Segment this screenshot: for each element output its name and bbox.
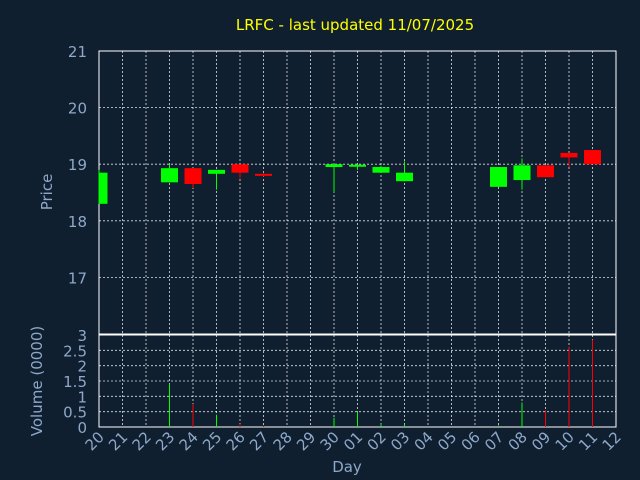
price-tick-label: 20 [68,100,87,118]
volume-tick-label: 0.5 [63,404,87,422]
candle [208,169,225,190]
x-tick-label: 11 [575,428,601,454]
price-tick-label: 17 [68,269,87,287]
x-tick-label: 12 [599,428,625,454]
candle [231,164,249,179]
x-tick-label: 27 [246,428,272,454]
candle [98,169,108,204]
candle [490,167,507,187]
x-tick-label: 22 [129,428,155,454]
x-tick-label: 08 [505,428,531,454]
volume-tick-label: 0 [77,419,87,437]
candle [349,164,366,170]
candle [560,152,578,168]
candle-body [560,152,578,158]
volume-tick-label: 3 [77,327,87,345]
x-tick-label: 10 [552,428,578,454]
price-panel: 17 18 19 20 21 [68,43,617,335]
candle-body [325,164,343,168]
candle [537,165,554,178]
candle-body [349,164,366,167]
x-tick-label: 04 [411,428,437,454]
candle-body [231,164,249,173]
x-tick-label: 25 [199,428,225,454]
x-tick-label: 24 [176,428,202,454]
x-axis: 2021222324252627282930010203040506070809… [82,428,625,454]
candle-body [584,150,601,165]
volume-panel: 00.511.522.53 [63,327,617,437]
x-tick-label: 06 [458,428,484,454]
candle [255,172,272,177]
volume-axis-label: Volume (0000) [28,326,46,436]
price-tick-label: 18 [68,213,87,231]
candle-body [184,168,202,185]
price-tick-label: 21 [68,43,87,61]
x-tick-label: 02 [364,428,390,454]
candle-body [208,169,225,174]
x-tick-label: 23 [152,428,178,454]
x-tick-label: 07 [481,428,507,454]
volume-tick-label: 2.5 [63,342,87,360]
x-tick-label: 28 [270,428,296,454]
x-tick-label: 29 [293,428,319,454]
x-tick-label: 03 [387,428,413,454]
candle [161,164,178,183]
candle-body [255,173,272,176]
x-tick-label: 30 [317,428,343,454]
candle-body [490,167,507,187]
candle [372,165,390,173]
volume-tick-label: 2 [77,358,87,376]
candle-body [396,172,413,182]
x-tick-label: 05 [434,428,460,454]
price-axis-label: Price [38,174,56,211]
volume-tick-label: 1 [77,388,87,406]
candle-body [161,168,178,183]
chart-title: LRFC - last updated 11/07/2025 [236,16,474,34]
candle [325,164,343,193]
candle-body [372,167,390,173]
candle [584,150,601,165]
x-tick-label: 01 [340,428,366,454]
x-tick-label: 09 [528,428,554,454]
candle-body [99,172,108,204]
price-tick-label: 19 [68,156,87,174]
candle [513,158,531,190]
x-tick-label: 21 [105,428,131,454]
candle [184,168,202,188]
x-tick-label: 26 [223,428,249,454]
x-axis-label: Day [332,458,362,476]
candle [396,161,413,182]
volume-tick-label: 1.5 [63,373,87,391]
candle-body [537,165,554,178]
candle-body [513,165,531,181]
